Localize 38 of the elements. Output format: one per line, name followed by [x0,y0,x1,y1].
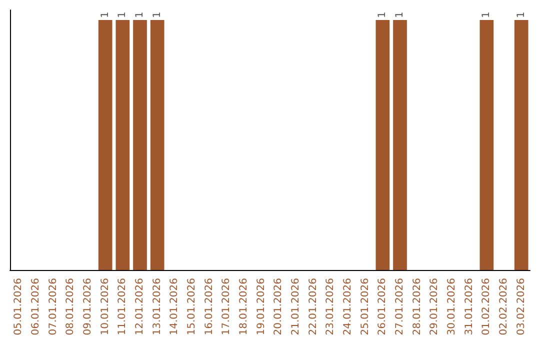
x-tick-label: 13.01.2026 [152,278,163,336]
x-tick-label: 06.01.2026 [30,278,42,336]
x-tick-label: 26.01.2026 [377,278,388,336]
x-tick-label: 18.01.2026 [238,278,250,336]
x-tick-label: 30.01.2026 [446,278,458,336]
x-tick-label: 02.02.2026 [498,278,510,336]
x-tick-label: 15.01.2026 [186,278,198,336]
x-tick-label: 07.01.2026 [48,278,59,336]
x-tick-label: 22.01.2026 [308,278,319,336]
x-tick-label: 09.01.2026 [82,278,94,336]
x-tick-label: 17.01.2026 [221,278,232,336]
x-tick-label: 19.01.2026 [256,278,267,336]
x-tick-label: 21.01.2026 [290,278,302,336]
x-tick-label: 27.01.2026 [394,278,406,336]
x-tick-label: 03.02.2026 [516,278,527,336]
x-tick-label: 20.01.2026 [273,278,284,336]
x-tick-label: 10.01.2026 [100,278,111,336]
x-tick-label: 24.01.2026 [342,278,354,336]
x-tick-label: 12.01.2026 [134,278,146,336]
data-label: 1 [394,12,406,18]
data-label: 1 [117,12,128,18]
x-tick-label: 23.01.2026 [325,278,336,336]
x-tick-label: 11.01.2026 [117,278,128,336]
x-tick-label: 01.02.2026 [481,278,492,336]
x-tick-label: 25.01.2026 [360,278,371,336]
data-label: 1 [100,12,111,18]
x-tick-label: 28.01.2026 [412,278,423,336]
data-label: 1 [134,12,146,18]
x-tick-label: 16.01.2026 [204,278,215,336]
data-label: 1 [152,12,163,18]
data-label: 1 [481,12,492,18]
data-label: 1 [516,12,527,18]
x-tick-label: 05.01.2026 [13,278,24,336]
data-label: 1 [377,12,388,18]
x-tick-label: 08.01.2026 [65,278,76,336]
x-tick-label: 31.01.2026 [464,278,475,336]
x-tick-label: 29.01.2026 [429,278,440,336]
x-tick-label: 14.01.2026 [169,278,180,336]
